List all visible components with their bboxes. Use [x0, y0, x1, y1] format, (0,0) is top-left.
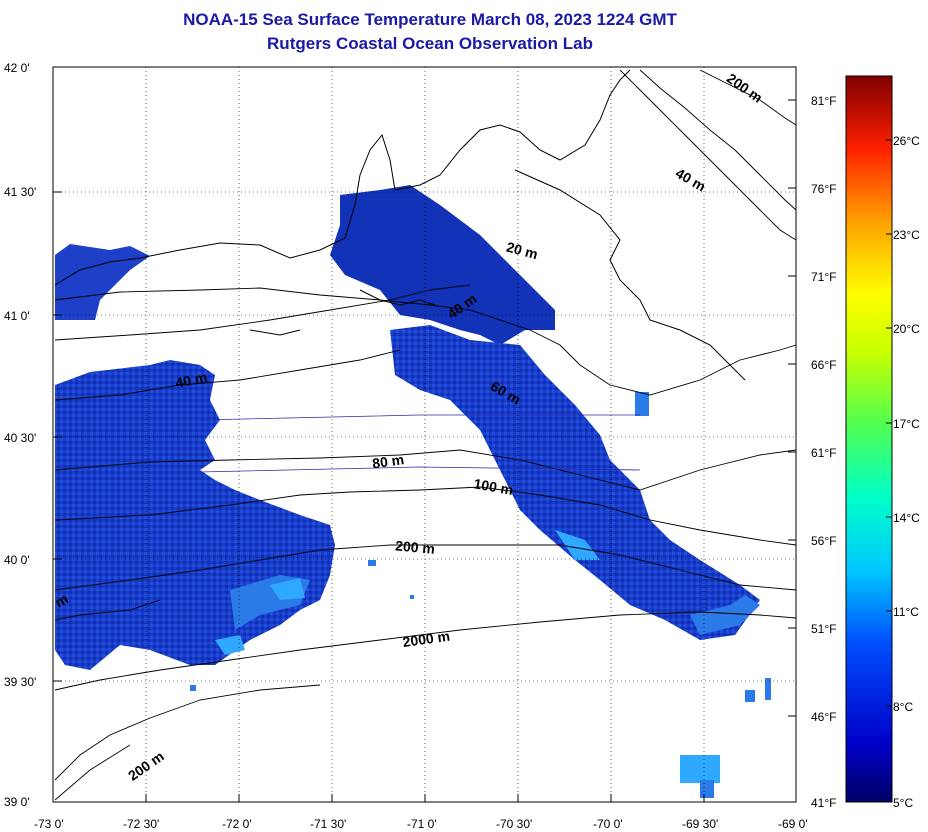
lon-label: -70 0': [593, 817, 623, 831]
lon-label: -69 0': [778, 817, 808, 831]
lat-label: 39 0': [4, 795, 30, 809]
fahrenheit-label: 76°F: [811, 182, 837, 196]
map-subtitle: Rutgers Coastal Ocean Observation Lab: [267, 34, 593, 53]
celsius-label: 20°C: [893, 322, 920, 336]
fahrenheit-label: 71°F: [811, 270, 837, 284]
celsius-label: 14°C: [893, 511, 920, 525]
lat-label: 41 30': [4, 185, 37, 199]
lon-label: -71 0': [407, 817, 437, 831]
contour-label: 200 m: [395, 537, 436, 556]
celsius-label: 5°C: [893, 796, 914, 810]
depth-contours: [54, 69, 797, 801]
fahrenheit-label: 51°F: [811, 622, 837, 636]
lat-label: 41 0': [4, 309, 30, 323]
sst-swath-west: [55, 244, 335, 670]
fahrenheit-label: 61°F: [811, 446, 837, 460]
map-title: NOAA-15 Sea Surface Temperature March 08…: [183, 10, 677, 29]
scan-lines: [199, 414, 641, 473]
celsius-label: 11°C: [893, 605, 919, 619]
contour-label: 80 m: [371, 451, 405, 471]
celsius-label: 23°C: [893, 228, 920, 242]
sst-scattered-pixels: [190, 392, 771, 798]
sst-swath-diagonal: [330, 185, 760, 640]
ticks: [53, 66, 796, 802]
colorbar: [845, 75, 893, 803]
graticule: [53, 67, 796, 802]
contour-label: 40 m: [174, 369, 209, 391]
lat-label: 39 30': [4, 675, 37, 689]
lat-label: 40 30': [4, 431, 37, 445]
celsius-label: 26°C: [893, 134, 920, 148]
colorbar-ticks: [886, 139, 892, 707]
lat-label: 40 0': [4, 553, 30, 567]
lat-label: 42 0': [4, 61, 30, 75]
fahrenheit-label: 56°F: [811, 534, 837, 548]
fahrenheit-label: 81°F: [811, 94, 837, 108]
contour-label: 20 m: [505, 239, 540, 263]
contour-label: 100 m: [472, 475, 514, 498]
lon-label: -69 30': [682, 817, 719, 831]
lon-label: -73 0': [34, 817, 64, 831]
lon-label: -71 30': [310, 817, 347, 831]
lon-label: -70 30': [496, 817, 533, 831]
contour-label: 2000 m: [402, 628, 451, 650]
coastline: [54, 69, 746, 381]
celsius-label: 8°C: [893, 700, 914, 714]
fahrenheit-label: 66°F: [811, 358, 837, 372]
fahrenheit-label: 46°F: [811, 710, 837, 724]
fahrenheit-label: 41°F: [811, 796, 837, 810]
celsius-label: 17°C: [893, 417, 920, 431]
lon-label: -72 0': [222, 817, 252, 831]
lon-label: -72 30': [123, 817, 160, 831]
